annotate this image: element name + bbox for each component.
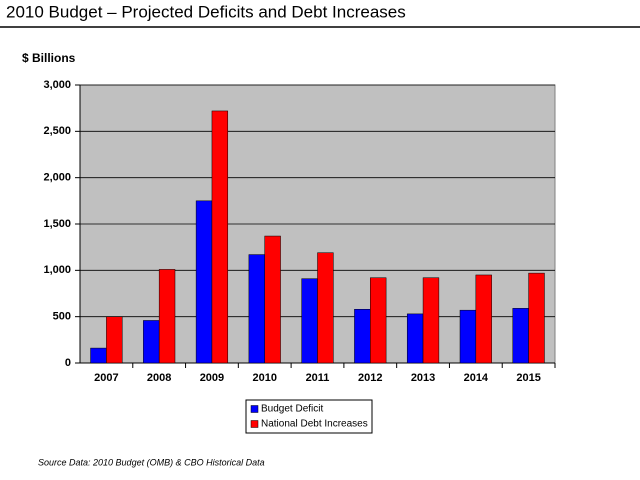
bar	[422, 277, 440, 364]
bar	[475, 274, 492, 364]
bar	[528, 272, 545, 364]
legend-box	[245, 399, 373, 434]
y-tick-label: 0	[65, 357, 71, 369]
bar	[264, 235, 281, 364]
bar	[354, 309, 371, 364]
x-tick-label: 2011	[306, 372, 330, 384]
x-tick-label: 2014	[464, 372, 489, 384]
bar	[195, 200, 213, 364]
y-tick-label: 500	[53, 311, 71, 323]
bar	[143, 320, 160, 364]
legend-label: National Debt Increases	[261, 419, 368, 430]
bar	[90, 347, 107, 364]
bar	[106, 316, 123, 364]
y-tick-label: 2,000	[43, 172, 71, 184]
bar	[459, 309, 477, 364]
source-note: Source Data: 2010 Budget (OMB) & CBO His…	[38, 457, 265, 467]
bar	[248, 254, 265, 364]
y-axis-label: $ Billions	[22, 51, 76, 65]
legend-label: Budget Deficit	[261, 404, 323, 415]
bar	[370, 277, 387, 364]
bar	[301, 278, 318, 364]
x-tick-label: 2012	[358, 372, 382, 384]
chart-title: 2010 Budget – Projected Deficits and Deb…	[6, 2, 406, 21]
y-tick-label: 1,000	[43, 264, 71, 276]
x-tick-label: 2010	[252, 372, 276, 384]
x-tick-label: 2013	[411, 372, 435, 384]
y-tick-label: 1,500	[43, 218, 71, 230]
legend-swatch	[250, 405, 259, 413]
legend-swatch	[250, 420, 259, 428]
bar	[512, 308, 529, 364]
bar	[158, 269, 176, 364]
x-tick-label: 2007	[94, 372, 118, 384]
x-tick-label: 2015	[516, 372, 540, 384]
x-tick-label: 2008	[147, 372, 171, 384]
bar	[211, 110, 229, 364]
bar	[406, 313, 424, 364]
x-tick-label: 2009	[200, 372, 224, 384]
y-tick-label: 3,000	[43, 79, 71, 91]
bar	[317, 252, 334, 364]
y-tick-label: 2,500	[43, 125, 71, 137]
